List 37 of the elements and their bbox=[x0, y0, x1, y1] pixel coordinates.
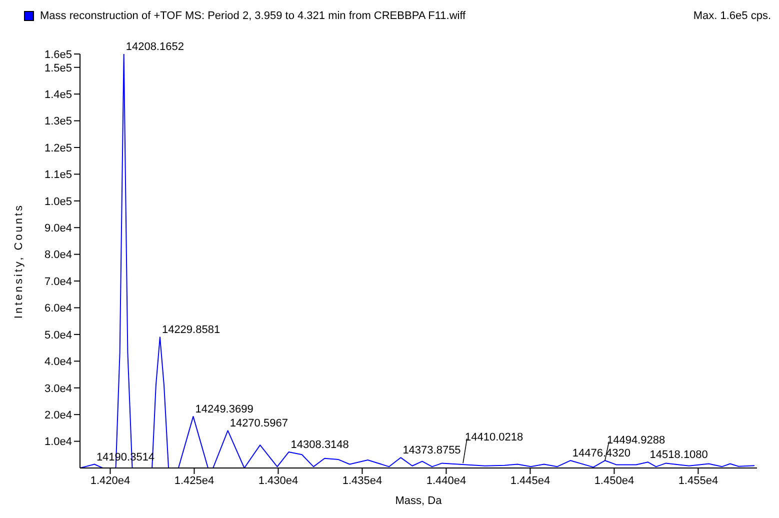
annotation: 14373.8755 bbox=[402, 444, 461, 457]
y-tick-label: 1.0e5 bbox=[44, 196, 72, 208]
annotation: 14494.9288 bbox=[606, 434, 666, 447]
annotation: 14518.1080 bbox=[650, 449, 708, 462]
y-tick-label: 5.0e4 bbox=[44, 329, 72, 342]
y-tick-label: 2.0e4 bbox=[44, 409, 72, 422]
y-tick-label: 1.6e5 bbox=[44, 48, 72, 61]
text: Max. 1.6e5 cps. bbox=[693, 10, 771, 22]
x-tick-label: 1.435e4 bbox=[342, 474, 382, 487]
y-tick-label: 8.0e4 bbox=[44, 249, 72, 262]
y-tick-label: 1.4e5 bbox=[44, 88, 72, 101]
annotation: 14270.5967 bbox=[230, 418, 288, 430]
x-tick-label: 1.430e4 bbox=[258, 474, 298, 487]
legend-label: Mass reconstruction of +TOF MS: Period 2, 3.959 to 4.321 min from CREBBPA F11.wiff bbox=[40, 10, 466, 22]
y-tick-label: 6.0e4 bbox=[44, 302, 72, 315]
y-tick-label: 7.0e4 bbox=[44, 276, 72, 288]
annotation: 14308.3148 bbox=[290, 438, 349, 451]
x-tick-label: 1.450e4 bbox=[594, 474, 634, 487]
y-tick-label: 1.1e5 bbox=[44, 169, 72, 182]
annotation: 14410.0218 bbox=[465, 432, 524, 444]
x-tick-label: 1.455e4 bbox=[678, 474, 718, 487]
x-tick-label: 1.420e4 bbox=[90, 474, 130, 487]
x-tick-label: 1.440e4 bbox=[426, 474, 466, 487]
x-axis-title: Mass, Da bbox=[395, 495, 443, 507]
annotation: 14229.8581 bbox=[162, 324, 220, 336]
y-tick-label: 1.2e5 bbox=[44, 142, 72, 154]
y-tick-label: 1.0e4 bbox=[44, 436, 72, 448]
y-tick-label: 1.5e5 bbox=[44, 62, 72, 74]
x-tick-label: 1.445e4 bbox=[510, 474, 550, 487]
annotation: 14208.1652 bbox=[126, 41, 184, 53]
y-tick-label: 3.0e4 bbox=[44, 382, 72, 395]
y-tick-label: 1.3e5 bbox=[44, 116, 72, 128]
y-tick-label: 4.0e4 bbox=[44, 356, 72, 368]
annotation: 14249.3699 bbox=[195, 403, 254, 416]
y-axis-title: Intensity, Counts bbox=[12, 203, 25, 319]
y-tick-label: 9.0e4 bbox=[44, 222, 72, 235]
x-tick-label: 1.425e4 bbox=[174, 474, 214, 487]
